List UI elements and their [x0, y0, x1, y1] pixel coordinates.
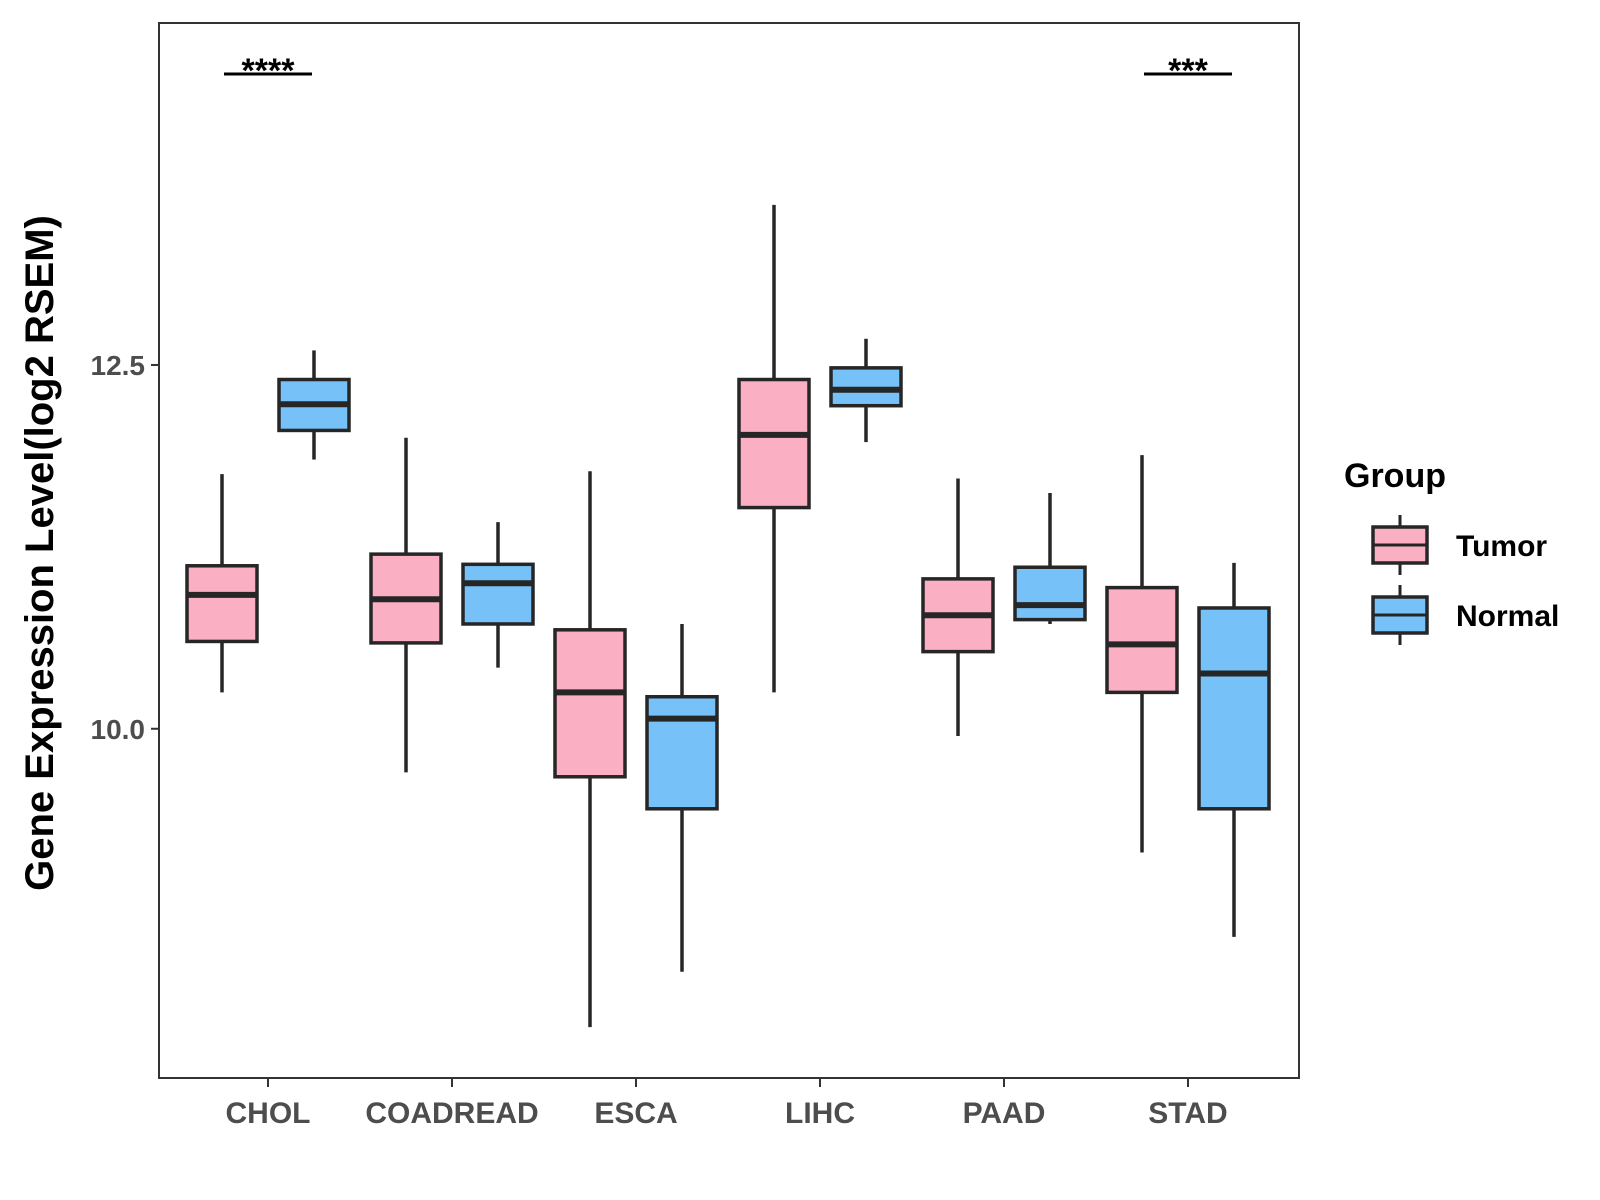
legend-label-tumor: Tumor — [1456, 530, 1547, 563]
significance-label-stad: *** — [1168, 52, 1208, 90]
box-normal-paad — [1013, 493, 1087, 624]
x-tick-label-lihc: LIHC — [785, 1097, 855, 1130]
box-tumor-stad — [1105, 455, 1179, 853]
legend-title: Group — [1344, 457, 1446, 495]
box-normal-esca — [645, 623, 719, 972]
y-tick-label: 12.5 — [91, 350, 146, 381]
box-body — [461, 562, 535, 626]
box-body — [1105, 585, 1179, 695]
box-body — [737, 377, 811, 510]
box-tumor-coadread — [369, 437, 443, 773]
x-tick-label-esca: ESCA — [594, 1097, 677, 1130]
box-body — [185, 564, 259, 644]
x-tick-label-chol: CHOL — [226, 1097, 311, 1130]
box-normal-lihc — [829, 338, 903, 443]
panel-border — [158, 22, 1300, 1079]
box-normal-stad — [1197, 562, 1271, 937]
box-tumor-paad — [921, 478, 995, 737]
y-axis-title: Gene Expression Level(log2 RSEM) — [18, 215, 62, 891]
legend-label-normal: Normal — [1456, 600, 1559, 633]
legend-item-normal: Normal — [1371, 585, 1559, 645]
significance-label-chol: **** — [242, 52, 296, 90]
box-normal-chol — [277, 350, 351, 460]
legend: Group Tumor Normal — [1344, 457, 1559, 645]
box-tumor-esca — [553, 471, 627, 1028]
y-tick-label: 10.0 — [91, 714, 146, 745]
box-tumor-chol — [185, 474, 259, 693]
box-normal-coadread — [461, 522, 535, 668]
x-tick-label-coadread: COADREAD — [365, 1097, 538, 1130]
box-body — [553, 628, 627, 779]
legend-item-tumor: Tumor — [1371, 515, 1547, 575]
box-tumor-lihc — [737, 204, 811, 693]
box-body — [1197, 606, 1271, 811]
x-tick-label-stad: STAD — [1148, 1097, 1227, 1130]
box-body — [1013, 565, 1087, 622]
x-tick-label-paad: PAAD — [963, 1097, 1046, 1130]
box-body — [645, 694, 719, 811]
